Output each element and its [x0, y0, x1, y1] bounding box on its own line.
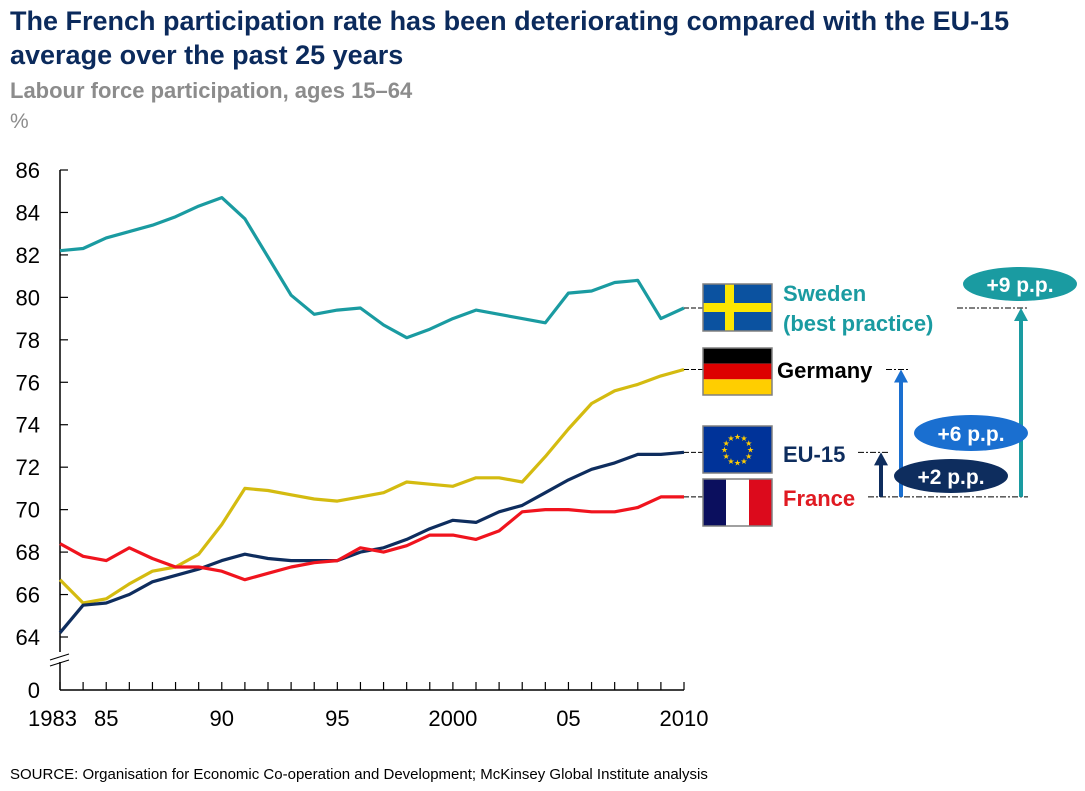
eu-flag: ★ ★★★★★★★★★★★ [702, 425, 773, 474]
series-line-germany [58, 367, 685, 605]
eu-star-icon: ★ [740, 434, 747, 443]
gap-badge [894, 459, 1008, 493]
arrow-up-icon [894, 369, 908, 383]
gap-badge-label: +9 p.p. [986, 274, 1053, 297]
y-tick-label: 80 [16, 285, 40, 310]
chart-subtitle: Labour force participation, ages 15–64 [10, 78, 413, 103]
x-tick-label: 85 [94, 706, 118, 731]
gap-badge-label: +6 p.p. [937, 423, 1004, 446]
y-tick-label-zero: 0 [28, 678, 40, 703]
eu-star-icon: ★ [745, 439, 752, 448]
y-tick-label: 72 [16, 455, 40, 480]
y-tick-label: 68 [16, 540, 40, 565]
arrow-up-icon [1014, 307, 1028, 321]
eu-star-icon: ★ [747, 446, 754, 455]
eu-star-icon: ★ [721, 446, 728, 455]
eu-star-icon: ★ [734, 433, 741, 442]
x-tick-label: 90 [210, 706, 234, 731]
axis-break-mark [49, 653, 70, 661]
arrow-up-icon [874, 452, 888, 466]
legend-label-eu-15: EU-15 [783, 442, 845, 467]
flag-border [702, 478, 773, 527]
gap-badge [914, 415, 1028, 451]
x-tick-label: 2000 [428, 706, 477, 731]
y-tick-label: 64 [16, 625, 40, 650]
eu-star-icon: ★ [727, 434, 734, 443]
flag-border [702, 347, 773, 396]
series-line-france [59, 495, 684, 582]
legend-label-germany: Germany [777, 358, 873, 383]
germany-flag [702, 347, 773, 396]
y-tick-label: 76 [16, 370, 40, 395]
y-tick-label: 86 [16, 158, 40, 183]
gap-badge [963, 267, 1077, 301]
y-tick-label: 78 [16, 328, 40, 353]
legend: Sweden(best practice)Germany★ ★★★★★★★★★★★… [684, 281, 933, 527]
x-tick-label: 95 [325, 706, 349, 731]
y-tick-label: 84 [16, 200, 40, 225]
gap-annotations: +2 p.p. +6 p.p. +9 p.p. [858, 267, 1077, 498]
flag-border [702, 425, 773, 474]
eu-star-icon: ★ [745, 452, 752, 461]
sweden-flag [702, 283, 773, 332]
axis-break-mark [49, 659, 70, 667]
flag-border [702, 283, 773, 332]
x-tick-label: 2010 [660, 706, 709, 731]
legend-label-sweden: Sweden [783, 281, 866, 306]
y-tick-label: 66 [16, 583, 40, 608]
series-lines [58, 196, 685, 634]
axes: 86 84 82 80 78 76 74 72 70 68 66 64 0 1983 85 90 95 2000 0… [16, 158, 709, 731]
chart-title: The French participation rate has been d… [10, 6, 1010, 70]
eu-star-icon: ★ [734, 459, 741, 468]
eu-star-icon: ★ [727, 457, 734, 466]
series-line-eu-15 [58, 450, 685, 634]
x-tick-label: 1983 [28, 706, 77, 731]
x-tick-label: 05 [556, 706, 580, 731]
legend-label-france: France [783, 486, 855, 511]
unit-label: % [10, 110, 29, 133]
legend-label-sweden: (best practice) [783, 311, 933, 336]
y-tick-label: 74 [16, 413, 40, 438]
eu-star-icon: ★ [723, 439, 730, 448]
eu-star-icon: ★ [740, 457, 747, 466]
y-tick-label: 70 [16, 498, 40, 523]
series-line-sweden [59, 196, 685, 340]
y-tick-label: 82 [16, 243, 40, 268]
source-note: SOURCE: Organisation for Economic Co-ope… [10, 766, 708, 783]
eu-star-icon: ★ [723, 452, 730, 461]
france-flag [702, 478, 773, 527]
gap-badge-label: +2 p.p. [917, 466, 984, 489]
